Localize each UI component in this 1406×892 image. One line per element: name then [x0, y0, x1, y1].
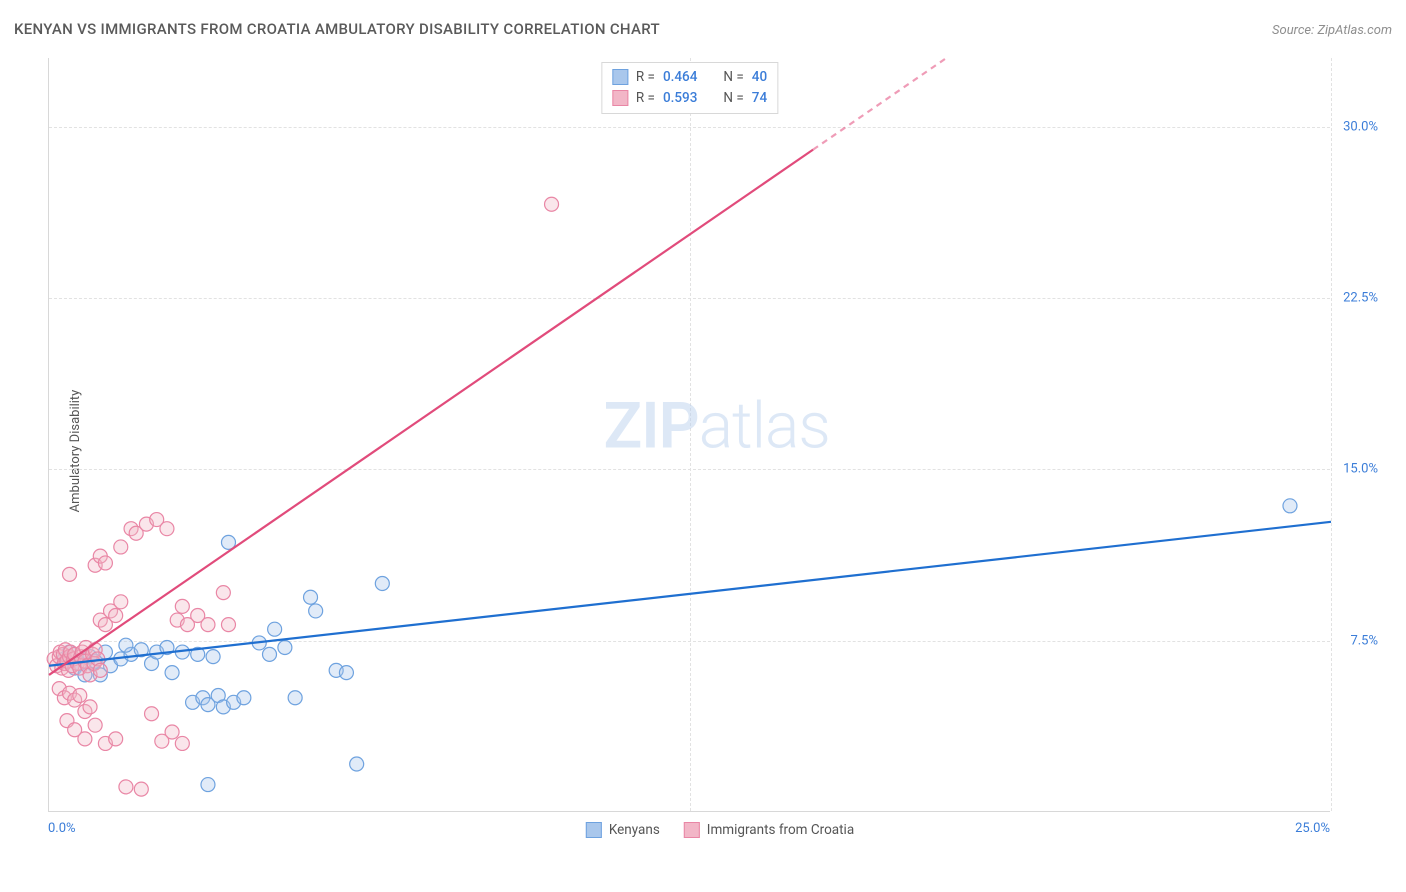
bottom-legend: Kenyans Immigrants from Croatia	[586, 822, 854, 838]
scatter-point	[114, 540, 128, 554]
plot-area: ZIPatlas R = 0.464N = 40R = 0.593N = 74	[48, 58, 1330, 812]
legend-swatch	[612, 90, 628, 106]
scatter-point	[288, 691, 302, 705]
source-name: ZipAtlas.com	[1317, 23, 1392, 38]
chart-container: Ambulatory Disability ZIPatlas R = 0.464…	[48, 58, 1392, 844]
y-tick-label: 22.5%	[1343, 290, 1378, 305]
scatter-point	[216, 586, 230, 600]
scatter-point	[175, 599, 189, 613]
scatter-point	[93, 663, 107, 677]
stat-r-label: R =	[636, 88, 655, 109]
scatter-point	[175, 736, 189, 750]
scatter-point	[165, 725, 179, 739]
scatter-point	[201, 778, 215, 792]
trend-line	[49, 150, 813, 675]
scatter-point	[221, 618, 235, 632]
legend-label: Immigrants from Croatia	[707, 822, 854, 838]
scatter-point	[114, 595, 128, 609]
scatter-point	[160, 522, 174, 536]
scatter-point	[237, 691, 251, 705]
plot-svg	[49, 58, 1330, 811]
stats-legend: R = 0.464 N = 40 R = 0.593 N = 74	[601, 62, 778, 114]
legend-item: Kenyans	[586, 822, 660, 838]
x-tick-label: 25.0%	[1295, 821, 1330, 836]
scatter-point	[83, 700, 97, 714]
scatter-point	[206, 650, 220, 664]
stat-n-label: N =	[723, 88, 743, 109]
stat-r-label: R =	[636, 67, 655, 88]
scatter-point	[263, 647, 277, 661]
x-tick-label: 0.0%	[48, 821, 76, 836]
legend-swatch	[612, 69, 628, 85]
chart-title: KENYAN VS IMMIGRANTS FROM CROATIA AMBULA…	[14, 20, 660, 38]
scatter-point	[309, 604, 323, 618]
scatter-point	[304, 590, 318, 604]
stats-legend-row: R = 0.593 N = 74	[612, 88, 767, 109]
scatter-point	[98, 556, 112, 570]
stats-legend-row: R = 0.464 N = 40	[612, 67, 767, 88]
legend-item: Immigrants from Croatia	[684, 822, 854, 838]
scatter-point	[109, 609, 123, 623]
scatter-point	[545, 197, 559, 211]
scatter-point	[109, 732, 123, 746]
scatter-point	[78, 732, 92, 746]
stat-r-value: 0.593	[663, 88, 697, 109]
legend-label: Kenyans	[609, 822, 660, 838]
stat-n-value: 74	[752, 88, 767, 109]
scatter-point	[339, 666, 353, 680]
vgrid-line	[1331, 58, 1332, 811]
scatter-point	[201, 618, 215, 632]
scatter-point	[63, 567, 77, 581]
stat-n-value: 40	[752, 67, 767, 88]
scatter-point	[119, 780, 133, 794]
scatter-point	[145, 707, 159, 721]
legend-swatch	[684, 822, 700, 838]
chart-header: KENYAN VS IMMIGRANTS FROM CROATIA AMBULA…	[14, 20, 1392, 38]
y-tick-label: 30.0%	[1343, 119, 1378, 134]
y-tick-label: 15.0%	[1343, 462, 1378, 477]
stat-r-value: 0.464	[663, 67, 697, 88]
scatter-point	[134, 782, 148, 796]
trend-line-dashed	[813, 58, 946, 150]
scatter-point	[278, 640, 292, 654]
source-prefix: Source:	[1272, 23, 1317, 38]
scatter-point	[1283, 499, 1297, 513]
stat-n-label: N =	[723, 67, 743, 88]
scatter-point	[165, 666, 179, 680]
scatter-point	[73, 688, 87, 702]
y-tick-label: 7.5%	[1350, 633, 1378, 648]
scatter-point	[119, 638, 133, 652]
scatter-point	[375, 577, 389, 591]
chart-source: Source: ZipAtlas.com	[1272, 23, 1392, 38]
scatter-point	[268, 622, 282, 636]
scatter-point	[88, 718, 102, 732]
legend-swatch	[586, 822, 602, 838]
scatter-point	[350, 757, 364, 771]
